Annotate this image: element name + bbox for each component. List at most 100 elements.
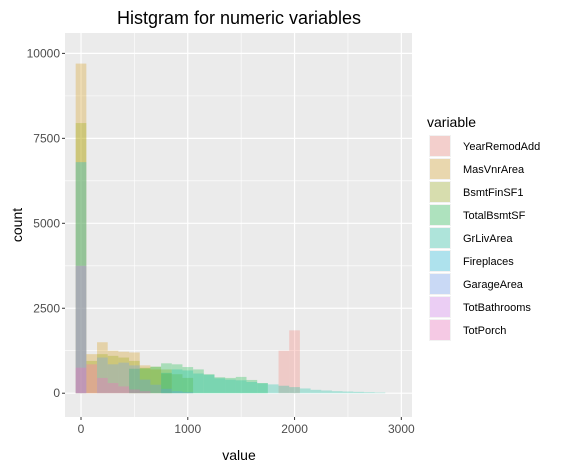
legend-item: TotBathrooms [429, 296, 531, 318]
bar-masvnrarea [129, 352, 140, 394]
bar-masvnrarea [161, 373, 172, 394]
bar-totbathrooms [75, 265, 87, 394]
bar-totalbsmtsf [246, 379, 258, 394]
bar-totporch [129, 389, 140, 394]
bar-totalbsmtsf [203, 374, 215, 394]
bar-totalbsmtsf [235, 376, 247, 394]
y-tick-label: 5000 [33, 216, 60, 230]
legend-item: TotalBsmtSF [429, 204, 526, 226]
legend-item: GarageArea [429, 273, 524, 295]
legend-key-background [429, 227, 451, 249]
legend-item: GrLivArea [429, 227, 513, 249]
legend-label: TotPorch [463, 325, 506, 337]
legend-item: Fireplaces [429, 250, 514, 272]
bar-grlivarea [257, 383, 268, 394]
legend-key-background [429, 319, 451, 341]
bar-totalbsmtsf [225, 377, 236, 394]
bar-grlivarea [331, 391, 343, 394]
bar-grlivarea [374, 392, 386, 394]
bar-totalbsmtsf [161, 363, 172, 394]
bar-totalbsmtsf [214, 377, 226, 394]
bar-grlivarea [182, 370, 194, 394]
bar-bsmtfinsf1 [171, 374, 183, 394]
bar-grlivarea [203, 374, 215, 394]
bar-grlivarea [171, 369, 183, 394]
legend-item: YearRemodAdd [429, 135, 540, 157]
legend-key-background [429, 273, 451, 295]
bar-yearremodadd [278, 350, 290, 394]
bar-garagearea [150, 384, 162, 394]
legend-key-background [429, 181, 451, 203]
bar-bsmtfinsf1 [182, 377, 194, 394]
legend-label: GrLivArea [463, 233, 513, 245]
bar-totalbsmtsf [171, 364, 183, 394]
x-tick-label: 2000 [281, 422, 308, 436]
grid-minor-lines [65, 33, 412, 417]
bar-masvnrarea [118, 351, 130, 394]
legend-item: BsmtFinSF1 [429, 181, 524, 203]
legend-swatch [430, 320, 450, 340]
legend-key-background [429, 158, 451, 180]
bar-bsmtfinsf1 [107, 355, 119, 394]
bar-yearremodadd [289, 330, 300, 394]
bar-grlivarea [193, 373, 204, 394]
bar-garagearea [161, 388, 172, 394]
bar-totporch [97, 377, 108, 394]
bar-grlivarea [342, 391, 354, 394]
histogram-bars [75, 63, 386, 394]
legend-key-background [429, 296, 451, 318]
bar-totporch [107, 383, 119, 394]
legend-swatch [430, 228, 450, 248]
legend: variable YearRemodAdd MasVnrArea BsmtFinSF… [427, 114, 540, 341]
bar-totporch [75, 367, 87, 394]
legend-label: BsmtFinSF1 [463, 187, 524, 199]
bar-grlivarea [278, 385, 290, 394]
y-axis-title: count [9, 208, 25, 242]
legend-title: variable [427, 114, 476, 130]
legend-swatch [430, 182, 450, 202]
x-tick-label: 1000 [174, 422, 201, 436]
bar-fireplaces [75, 162, 87, 394]
legend-swatch [430, 251, 450, 271]
legend-label: TotalBsmtSF [463, 210, 526, 222]
bar-masvnrarea [150, 369, 162, 394]
legend-items: YearRemodAdd MasVnrArea BsmtFinSF1 TotalBsm… [429, 135, 540, 341]
bar-garagearea [182, 392, 194, 394]
bar-grlivarea [299, 388, 311, 394]
bar-grlivarea [235, 380, 247, 394]
bar-bsmtfinsf1 [161, 369, 172, 394]
legend-label: Fireplaces [463, 256, 514, 268]
bar-masvnrarea [97, 342, 108, 394]
bar-totalbsmtsf [129, 368, 140, 394]
y-tick-label: 7500 [33, 131, 60, 145]
bar-masvnrarea [86, 354, 98, 394]
legend-key-background [429, 135, 451, 157]
y-axis-tick-labels: 0 2500 5000 7500 10000 [27, 46, 61, 400]
bar-bsmtfinsf1 [97, 354, 108, 394]
bar-bsmtfinsf1 [139, 367, 151, 394]
legend-label: MasVnrArea [463, 164, 525, 176]
legend-swatch [430, 136, 450, 156]
bar-bsmtfinsf1 [129, 360, 140, 394]
x-axis-ticks [80, 417, 402, 420]
y-tick-label: 10000 [27, 46, 61, 60]
bar-grlivarea [246, 381, 258, 394]
y-axis-ticks [62, 52, 65, 394]
bar-bsmtfinsf1 [86, 360, 98, 394]
legend-item: MasVnrArea [429, 158, 525, 180]
bar-totalbsmtsf [182, 367, 194, 394]
bar-masvnrarea [139, 365, 151, 394]
legend-label: GarageArea [463, 279, 524, 291]
bar-totporch [139, 391, 151, 394]
y-tick-label: 2500 [33, 301, 60, 315]
bar-grlivarea [363, 392, 375, 394]
bar-grlivarea [321, 390, 332, 394]
legend-swatch [430, 274, 450, 294]
bar-totporch [86, 364, 98, 394]
bar-masvnrarea [107, 350, 119, 394]
bar-bsmtfinsf1 [75, 123, 87, 394]
bar-masvnrarea [75, 63, 87, 394]
bar-grlivarea [267, 384, 279, 394]
bar-garagearea [139, 379, 151, 394]
